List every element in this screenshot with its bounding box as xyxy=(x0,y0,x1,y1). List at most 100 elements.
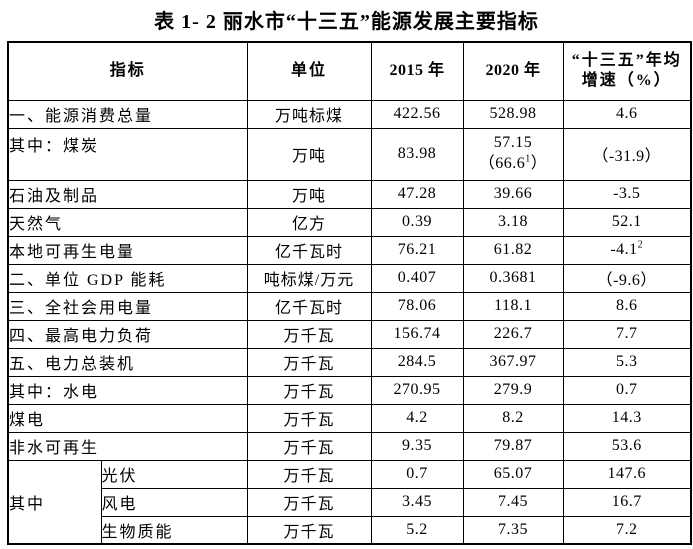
unit-cell: 万吨 xyxy=(246,179,372,209)
value-2015-cell: 422.56 xyxy=(370,99,464,129)
growth-cell: （-9.6） xyxy=(562,263,692,293)
unit-cell: 万千瓦 xyxy=(246,319,372,349)
value-2020-cell: 7.35 xyxy=(462,515,564,545)
value-2015-cell: 0.7 xyxy=(370,459,464,489)
value-2015-cell: 284.5 xyxy=(370,347,464,377)
value-2015-cell: 83.98 xyxy=(370,127,464,181)
table-row: 本地可再生电量 亿千瓦时 76.21 61.82 -4.12 xyxy=(7,235,692,265)
value-2015-cell: 270.95 xyxy=(370,375,464,405)
indicator-cell: 四、最高电力负荷 xyxy=(7,319,248,349)
indicator-cell: 石油及制品 xyxy=(7,179,248,209)
growth-cell: -3.5 xyxy=(562,179,692,209)
growth-cell: 147.6 xyxy=(562,459,692,489)
table-row: 煤电 万千瓦 4.2 8.2 14.3 xyxy=(7,403,692,433)
value-2020-cell: 367.97 xyxy=(462,347,564,377)
value-2020-main: 57.15 xyxy=(493,134,533,152)
value-2020-cell: 79.87 xyxy=(462,431,564,461)
value-2015-cell: 78.06 xyxy=(370,291,464,321)
growth-cell: 52.1 xyxy=(562,207,692,237)
value-2020-cell: 39.66 xyxy=(462,179,564,209)
growth-cell: 7.2 xyxy=(562,515,692,545)
header-row: 指标 单位 2015 年 2020 年 “十三五”年均 增速（%） xyxy=(7,41,692,101)
growth-cell: 0.7 xyxy=(562,375,692,405)
unit-cell: 万千瓦 xyxy=(246,347,372,377)
unit-cell: 万吨标煤 xyxy=(246,99,372,129)
unit-cell: 万千瓦 xyxy=(246,431,372,461)
table-row: 天然气 亿方 0.39 3.18 52.1 xyxy=(7,207,692,237)
table-row: 其中：煤炭 万吨 83.98 57.15 （66.61） （-31.9） xyxy=(7,127,692,181)
col-header-unit: 单位 xyxy=(246,41,372,101)
value-2020-cell: 57.15 （66.61） xyxy=(462,127,564,181)
indicator-cell: 其中：水电 xyxy=(7,375,248,405)
value-2020-cell: 65.07 xyxy=(462,459,564,489)
growth-cell: 16.7 xyxy=(562,487,692,517)
value-2015-cell: 0.407 xyxy=(370,263,464,293)
value-2020-cell: 7.45 xyxy=(462,487,564,517)
growth-cell: 5.3 xyxy=(562,347,692,377)
indicator-cell: 风电 xyxy=(100,487,248,517)
table-row: 一、能源消费总量 万吨标煤 422.56 528.98 4.6 xyxy=(7,99,692,129)
indicator-cell: 三、全社会用电量 xyxy=(7,291,248,321)
value-2020-cell: 0.3681 xyxy=(462,263,564,293)
table-row: 五、电力总装机 万千瓦 284.5 367.97 5.3 xyxy=(7,347,692,377)
value-2020-cell: 528.98 xyxy=(462,99,564,129)
value-2015-cell: 3.45 xyxy=(370,487,464,517)
unit-cell: 万千瓦 xyxy=(246,375,372,405)
growth-cell: -4.12 xyxy=(562,235,692,265)
unit-cell: 亿千瓦时 xyxy=(246,235,372,265)
growth-cell: 8.6 xyxy=(562,291,692,321)
indicator-cell: 光伏 xyxy=(100,459,248,489)
unit-cell: 万千瓦 xyxy=(246,487,372,517)
col-header-growth-line1: “十三五”年均 xyxy=(571,52,682,70)
table-row: 非水可再生 万千瓦 9.35 79.87 53.6 xyxy=(7,431,692,461)
unit-cell: 亿千瓦时 xyxy=(246,291,372,321)
indicator-cell: 五、电力总装机 xyxy=(7,347,248,377)
indicator-cell: 本地可再生电量 xyxy=(7,235,248,265)
table-row: 生物质能 万千瓦 5.2 7.35 7.2 xyxy=(8,515,692,545)
col-header-2020: 2020 年 xyxy=(462,41,564,101)
table-row: 三、全社会用电量 亿千瓦时 78.06 118.1 8.6 xyxy=(7,291,692,321)
col-header-2015: 2015 年 xyxy=(370,41,464,101)
col-header-growth-line2: 增速（%） xyxy=(581,72,672,90)
value-2020-cell: 279.9 xyxy=(462,375,564,405)
unit-cell: 万千瓦 xyxy=(246,515,372,545)
table-row: 其中 光伏 万千瓦 0.7 65.07 147.6 xyxy=(7,459,692,545)
growth-cell: 7.7 xyxy=(562,319,692,349)
value-2020-cell: 3.18 xyxy=(462,207,564,237)
indicator-cell: 一、能源消费总量 xyxy=(7,99,248,129)
col-header-growth: “十三五”年均 增速（%） xyxy=(562,41,692,101)
value-2020-note: （66.61） xyxy=(478,153,548,172)
indicator-cell: 非水可再生 xyxy=(7,431,248,461)
unit-cell: 万千瓦 xyxy=(246,459,372,489)
value-2020-cell: 118.1 xyxy=(462,291,564,321)
value-2015-cell: 47.28 xyxy=(370,179,464,209)
value-2015-cell: 5.2 xyxy=(370,515,464,545)
unit-cell: 吨标煤/万元 xyxy=(246,263,372,293)
table-row: 二、单位 GDP 能耗 吨标煤/万元 0.407 0.3681 （-9.6） xyxy=(7,263,692,293)
table-row: 其中：水电 万千瓦 270.95 279.9 0.7 xyxy=(7,375,692,405)
energy-indicators-table: 指标 单位 2015 年 2020 年 “十三五”年均 增速（%） 一、能源消费… xyxy=(7,41,693,545)
subgroup-label-cell: 其中 xyxy=(7,459,102,545)
table-caption: 表 1- 2 丽水市“十三五”能源发展主要指标 xyxy=(154,11,539,33)
footnote-2-marker: 2 xyxy=(637,239,644,251)
unit-cell: 万千瓦 xyxy=(246,403,372,433)
growth-cell: 53.6 xyxy=(562,431,692,461)
value-2015-cell: 4.2 xyxy=(370,403,464,433)
value-2015-cell: 0.39 xyxy=(370,207,464,237)
footnote-1-marker: 1 xyxy=(525,153,531,165)
indicator-cell: 煤电 xyxy=(7,403,248,433)
indicator-cell: 天然气 xyxy=(7,207,248,237)
value-2020-cell: 8.2 xyxy=(462,403,564,433)
value-2020-cell: 61.82 xyxy=(462,235,564,265)
table-row: 石油及制品 万吨 47.28 39.66 -3.5 xyxy=(7,179,692,209)
table-row: 四、最高电力负荷 万千瓦 156.74 226.7 7.7 xyxy=(7,319,692,349)
growth-cell: 4.6 xyxy=(562,99,692,129)
table-row: 风电 万千瓦 3.45 7.45 16.7 xyxy=(8,487,692,517)
col-header-indicator: 指标 xyxy=(7,41,248,101)
indicator-cell: 其中：煤炭 xyxy=(7,127,248,181)
unit-cell: 万吨 xyxy=(246,127,372,181)
growth-cell: 14.3 xyxy=(562,403,692,433)
value-2015-cell: 76.21 xyxy=(370,235,464,265)
value-2015-cell: 156.74 xyxy=(370,319,464,349)
